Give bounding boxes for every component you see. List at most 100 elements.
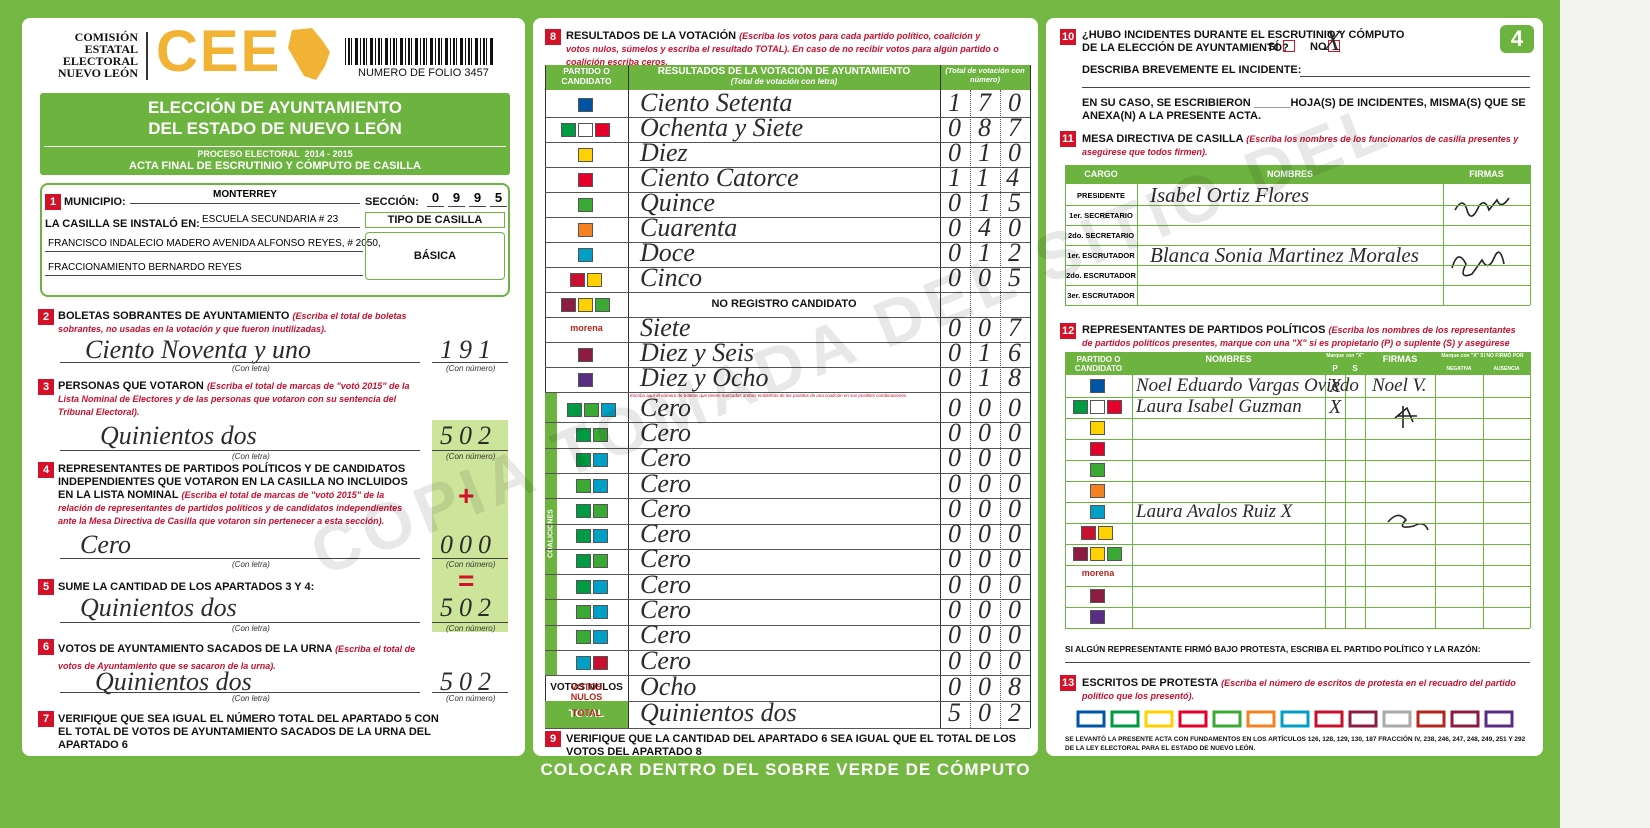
header-cell: AUSENCIA [1493, 366, 1520, 372]
instruction-note: (Escriba los votos para cada partido pol… [566, 31, 981, 54]
table-row-line [1065, 245, 1530, 246]
handwritten-name: Isabel Ortiz Flores [1150, 183, 1310, 207]
table-row-line [545, 242, 1030, 243]
table-row-line [545, 675, 1030, 677]
handwritten-letters: Quinientos dos [640, 697, 797, 727]
rule-line [432, 558, 508, 559]
table-column-line [1137, 165, 1138, 305]
instruction-note: (Escriba el total de marcas de "votó 201… [58, 490, 403, 526]
coalition-strip [545, 393, 557, 676]
state-map-icon [288, 28, 330, 80]
handwritten-letters: Cero [640, 620, 692, 650]
table-row-line [1065, 544, 1530, 545]
party-logo [569, 272, 585, 287]
role-label: PRESIDENTE [1077, 191, 1125, 200]
section-number: 3 [38, 379, 54, 395]
barcode [345, 38, 493, 65]
nulls-label: VOTOS NULOS [550, 682, 623, 693]
instruction-note: (Escriba el número de escritos de protes… [1082, 678, 1516, 701]
table-row-line [545, 650, 1030, 651]
role-label: 2do. ESCRUTADOR [1066, 271, 1136, 280]
role-label: 1er. SECRETARIO [1069, 211, 1133, 220]
table-row-line [1065, 565, 1530, 566]
handwritten-letters: Ciento Catorce [640, 162, 799, 192]
section-box [40, 183, 510, 297]
header-cell: PARTIDO O CANDIDATO [1074, 355, 1123, 373]
section-text: SUME LA CANTIDAD DE LOS APARTADOS 3 Y 4: [58, 580, 418, 593]
party-logo [1089, 505, 1105, 519]
page-number: 4 [1500, 25, 1534, 53]
table-column-line [628, 65, 629, 728]
rule-line [432, 450, 508, 451]
instruction-note: (Escriba el total de marcas de "votó 201… [58, 381, 410, 417]
caption: (Con letra) [232, 364, 270, 373]
handwritten-number: 170 [948, 87, 1038, 117]
table-row-line [545, 167, 1030, 168]
table-row-line [1065, 205, 1530, 206]
handwritten-number: 191 [440, 335, 497, 364]
handwritten-letters: Cero [640, 519, 692, 549]
table-row-line [1065, 523, 1530, 524]
party-logo-text: morena [570, 322, 603, 333]
party-logo [578, 347, 593, 362]
handwritten-letters: Cero [640, 544, 692, 574]
header-cell: (Total de votación con número) [945, 66, 1025, 84]
party-logo-text: morena [1081, 568, 1115, 578]
section-text: VOTOS DE AYUNTAMIENTO SACADOS DE LA URNA… [58, 640, 428, 674]
section-text: MESA DIRECTIVA DE CASILLA (Escriba los n… [1082, 132, 1522, 158]
handwritten-letters: Quinientos dos [100, 421, 257, 450]
table-row-line [1065, 628, 1530, 629]
rule-line [60, 362, 420, 363]
section-title: REPRESENTANTES DE PARTIDOS POLÍTICOS Y D… [58, 463, 408, 501]
handwritten-letters: Cuarenta [640, 212, 738, 242]
digit-divider [1000, 90, 1001, 728]
instruction-note: (Escriba el total de boletas sobrantes, … [58, 311, 407, 334]
party-logo [584, 402, 599, 417]
header-cell: P [1332, 364, 1338, 373]
party-logo [1089, 421, 1105, 435]
table-column-line [1065, 165, 1066, 305]
title-band [44, 146, 506, 172]
handwritten-number: 087 [948, 112, 1038, 142]
table-row-line [1065, 418, 1530, 419]
section-title: VERIFIQUE QUE SEA IGUAL EL NÚMERO TOTAL … [58, 713, 439, 751]
section-number: 12 [1060, 323, 1077, 339]
table-row-line [545, 422, 1030, 424]
handwritten-number: 040 [948, 212, 1038, 242]
rule-line [45, 275, 363, 276]
party-logo-text: VOTOS NULOS [570, 681, 603, 702]
handwritten-letters: Doce [640, 237, 695, 267]
title-line: DEL ESTADO DE NUEVO LEÓN [148, 119, 402, 138]
header-cell: NEGATIVA [1446, 366, 1472, 372]
section-title: RESULTADOS DE LA VOTACIÓN [566, 30, 740, 42]
table-row-line [545, 599, 1030, 601]
coalition-note: Escriba aquí el número de boletas que ti… [630, 393, 908, 398]
type-value: BÁSICA [413, 250, 457, 262]
party-logo [575, 605, 591, 620]
section-number: 9 [545, 731, 561, 747]
option-label: NO [1310, 41, 1327, 53]
section-title: PERSONAS QUE VOTARON [58, 380, 207, 392]
party-logo [561, 297, 576, 312]
role-label: 3er. ESCRUTADOR [1067, 291, 1135, 300]
party-logo [1089, 379, 1105, 393]
table-row-line [545, 447, 1030, 449]
party-logo-text: TOTAL [571, 707, 602, 718]
section-number: 1 [45, 194, 61, 210]
checkbox [1328, 40, 1340, 52]
handwritten-letters: Cero [640, 443, 692, 473]
handwritten-number: 114 [948, 162, 1037, 192]
process-line: PROCESO ELECTORAL 2014 - 2015 [197, 149, 353, 159]
handwritten-letters: Cero [640, 595, 692, 625]
header-cell: NOMBRES [1266, 169, 1313, 179]
section-digit: 5 [494, 190, 503, 205]
table-row-line [1065, 439, 1530, 440]
table-row-line [545, 342, 1030, 343]
party-logo [595, 122, 610, 137]
handwritten-number: 016 [948, 337, 1038, 367]
handwritten-number: 000 [948, 443, 1038, 473]
section-title: VERIFIQUE QUE LA CANTIDAD DEL APARTADO 6… [566, 733, 1017, 758]
section-text: VERIFIQUE QUE LA CANTIDAD DEL APARTADO 6… [566, 732, 1026, 758]
section-number: 5 [38, 579, 54, 595]
party-logo [575, 579, 591, 594]
